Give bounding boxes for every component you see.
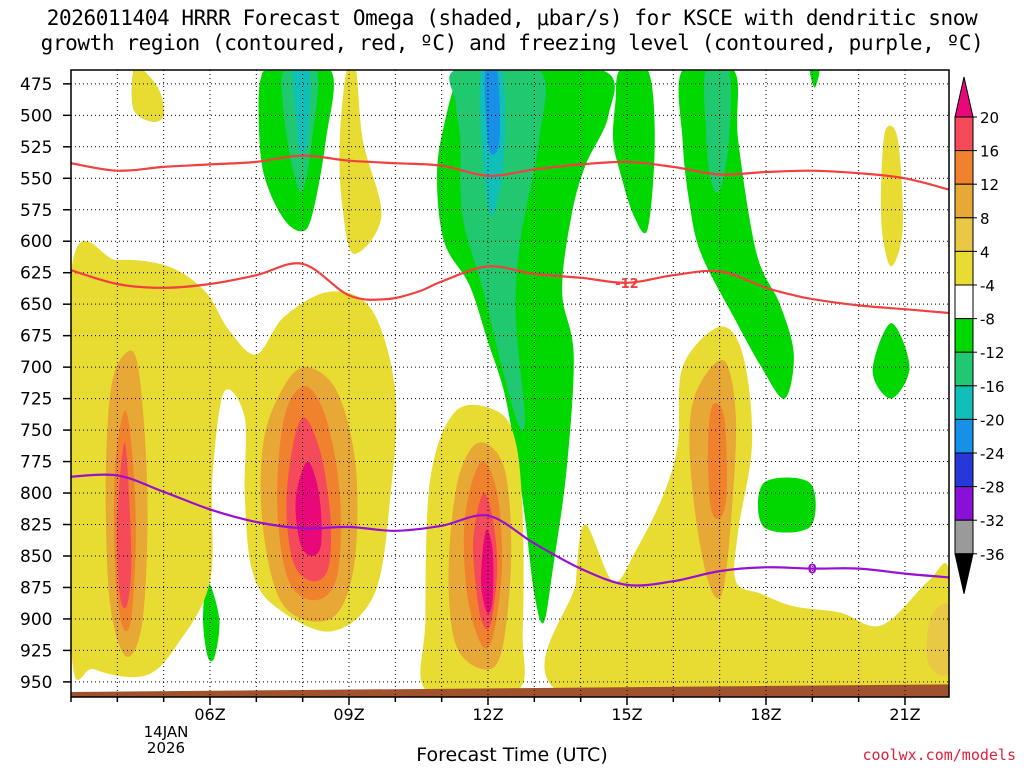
omega-area-4	[880, 125, 903, 267]
colorbar-label: -24	[980, 445, 1005, 463]
y-tick-label: 850	[20, 547, 52, 567]
date-label-day: 14JAN	[144, 723, 189, 741]
y-tick-label: 575	[20, 201, 52, 221]
omega-area-20	[480, 529, 494, 614]
omega-area--4	[612, 70, 655, 234]
colorbar-swatch	[954, 284, 974, 320]
x-tick-label: 15Z	[611, 705, 642, 724]
colorbar-label: -32	[980, 512, 1005, 530]
colorbar-swatch	[954, 486, 974, 521]
freezing-level-label: 0	[808, 563, 817, 578]
omega-area--8	[703, 70, 732, 194]
colorbar-swatch	[954, 150, 974, 185]
colorbar-label: 4	[980, 243, 990, 261]
x-axis-title: Forecast Time (UTC)	[416, 744, 608, 766]
colorbar-label: -4	[980, 277, 995, 295]
y-tick-label: 650	[20, 295, 52, 315]
x-tick-label: 21Z	[889, 705, 920, 724]
omega-area--8	[449, 70, 546, 431]
terrain-strip	[71, 684, 949, 697]
colorbar-label: -12	[980, 344, 1005, 362]
y-tick-label: 900	[20, 610, 52, 630]
omega-area--4	[757, 477, 816, 533]
freezing-level-line	[71, 473, 949, 587]
omega-area-4	[131, 70, 164, 122]
omega-area-12	[707, 402, 727, 519]
contour-lines: -12 0	[71, 154, 949, 587]
colorbar-swatch	[954, 452, 974, 488]
title-line-2: growth region (contoured, red, ºC) and f…	[40, 31, 984, 55]
y-tick-label: 800	[20, 484, 52, 504]
omega-shading	[71, 70, 949, 697]
x-tick-label: 18Z	[750, 705, 781, 724]
credit-text: coolwx.com/models	[862, 746, 1016, 764]
y-tick-label: 500	[20, 106, 52, 126]
y-tick-label: 925	[20, 641, 52, 661]
colorbar-label: -20	[980, 411, 1005, 429]
omega-area-8	[926, 603, 949, 676]
colorbar-label: 20	[980, 109, 999, 127]
colorbar-bottom-arrow	[954, 553, 974, 594]
colorbar-label: 12	[980, 176, 999, 194]
plot-frame	[70, 69, 950, 698]
y-tick-label: 475	[20, 75, 52, 95]
dgz-contour-line	[71, 262, 949, 315]
x-tick-label: 09Z	[333, 705, 364, 724]
x-axis: 06Z 09Z 12Z 15Z 18Z 21Z	[70, 697, 921, 724]
colorbar-label: -28	[980, 479, 1005, 497]
colorbar-swatch	[954, 183, 974, 219]
colorbar-swatch	[954, 116, 974, 152]
colorbar-swatch	[954, 250, 974, 286]
colorbar-label: -8	[980, 311, 995, 329]
colorbar-top-arrow	[954, 76, 974, 118]
colorbar-label: 8	[980, 210, 990, 228]
y-tick-label: 675	[20, 327, 52, 347]
y-tick-label: 825	[20, 516, 52, 536]
colorbar-label: 16	[980, 143, 999, 161]
omega-area--16	[484, 70, 501, 155]
omega-area--4	[203, 581, 220, 662]
x-tick-label: 06Z	[194, 705, 225, 724]
x-tick-label: 12Z	[472, 705, 503, 724]
omega-area--4	[872, 323, 910, 399]
chart-title: 2026011404 HRRR Forecast Omega (shaded, …	[0, 6, 1024, 56]
colorbar-swatch	[954, 418, 974, 454]
y-tick-label: 725	[20, 390, 52, 410]
omega-area-16	[117, 442, 132, 609]
colorbar-swatch	[954, 351, 974, 387]
date-label-year: 2026	[147, 739, 185, 757]
y-tick-label: 875	[20, 578, 52, 598]
y-tick-label: 950	[20, 673, 52, 693]
y-tick-label: 625	[20, 264, 52, 284]
y-tick-label: 775	[20, 453, 52, 473]
omega-area-20	[295, 461, 322, 556]
y-tick-label: 700	[20, 358, 52, 378]
colorbar-swatch	[954, 385, 974, 420]
colorbar-swatch	[954, 519, 974, 555]
y-tick-label: 750	[20, 421, 52, 441]
colorbar-swatch	[954, 217, 974, 252]
title-line-1: 2026011404 HRRR Forecast Omega (shaded, …	[46, 6, 978, 30]
colorbar: 20 16 12 8 4 -4 -8 -12 -16 -20 -24 -28 -32 -36	[954, 76, 1005, 594]
colorbar-label: -36	[980, 546, 1005, 564]
y-tick-label: 550	[20, 169, 52, 189]
colorbar-swatch	[954, 318, 974, 353]
omega-area-4	[544, 326, 949, 697]
colorbar-label: -16	[980, 378, 1005, 396]
omega-area--12	[292, 70, 311, 155]
dgz-contour-label: -12	[615, 277, 639, 292]
y-axis: 475 500 525 550 575 600 625 650 675 700 725 750 775 8…	[20, 75, 71, 693]
dgz-contour-line	[71, 154, 949, 191]
y-tick-label: 525	[20, 138, 52, 158]
y-tick-label: 600	[20, 232, 52, 252]
